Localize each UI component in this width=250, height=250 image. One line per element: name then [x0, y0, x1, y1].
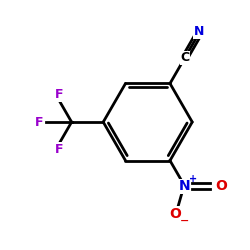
Text: O: O — [216, 179, 227, 193]
Text: F: F — [35, 116, 43, 128]
Text: C: C — [180, 51, 190, 64]
Text: F: F — [54, 143, 63, 156]
Text: +: + — [189, 174, 197, 184]
Text: O: O — [169, 207, 181, 221]
Text: N: N — [179, 179, 191, 193]
Text: N: N — [194, 25, 204, 38]
Text: −: − — [180, 216, 190, 226]
Text: F: F — [54, 88, 63, 101]
